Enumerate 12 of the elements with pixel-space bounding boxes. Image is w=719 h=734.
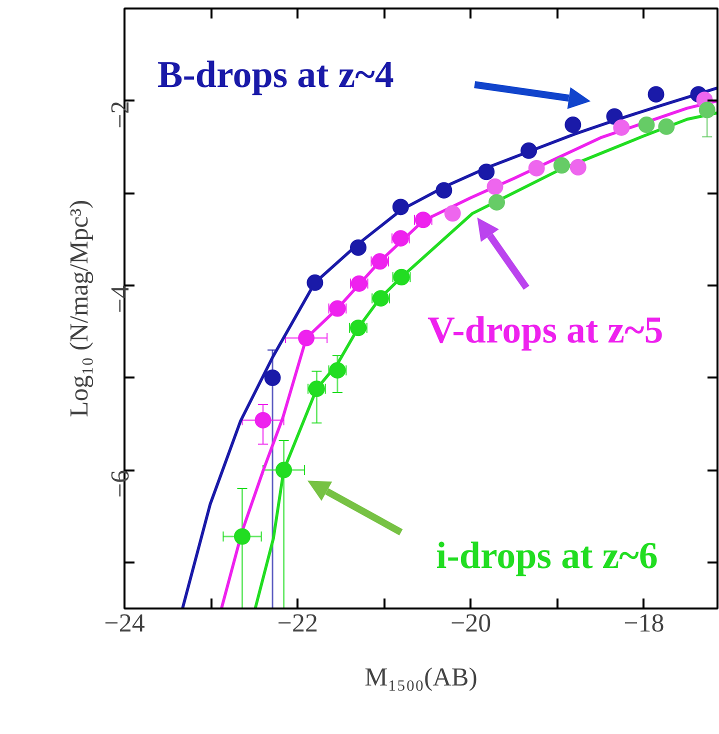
x-axis-title: M₁₅₀₀(AB)	[364, 662, 478, 692]
x-tick-label: −20	[450, 608, 492, 638]
y-tick-label: −2	[106, 100, 134, 128]
y-tick-label: −4	[106, 285, 134, 314]
text: B-drops at z~4	[157, 54, 394, 96]
x-tick-label: −22	[277, 608, 318, 638]
text: i-drops at z~6	[436, 534, 658, 577]
series-label: V-drops at z~5	[427, 310, 664, 352]
x-tick-label: −24	[104, 608, 145, 638]
y-tick-label: −6	[106, 470, 134, 498]
x-tick-label: −18	[624, 608, 664, 638]
y-axis-title: Log₁₀ (N/mag/Mpc³)	[64, 200, 94, 418]
